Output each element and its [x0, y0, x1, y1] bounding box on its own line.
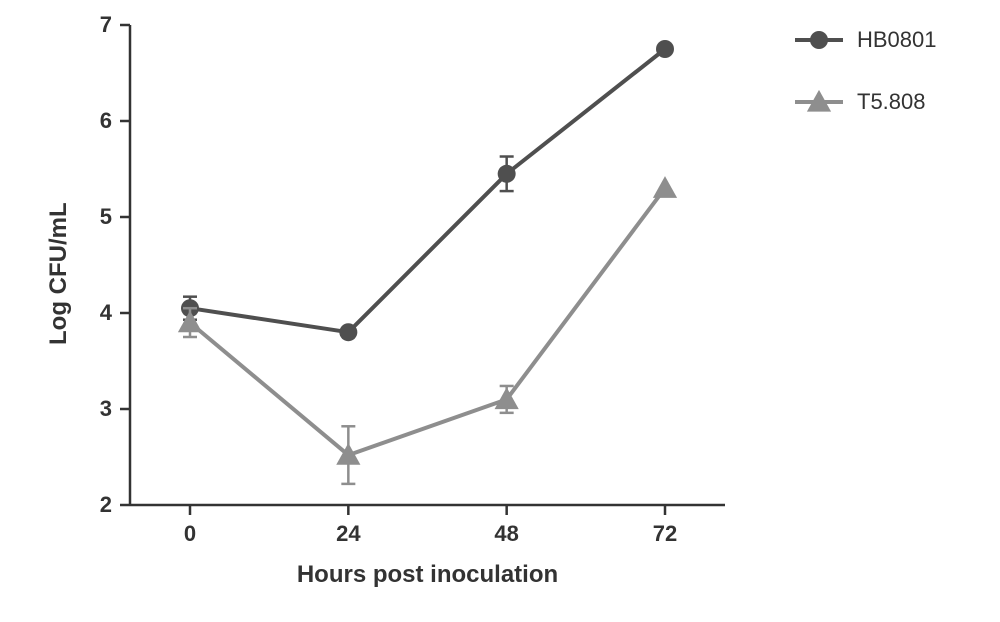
series-HB0801: [181, 40, 674, 341]
y-tick-label: 6: [100, 108, 112, 134]
x-tick-label: 48: [477, 521, 537, 547]
x-tick-label: 0: [160, 521, 220, 547]
legend-label: T5.808: [857, 89, 926, 115]
x-axis-title: Hours post inoculation: [0, 561, 855, 589]
data-marker-circle: [498, 165, 516, 183]
series-line: [190, 188, 665, 455]
y-axis-title: Log CFU/mL: [45, 202, 73, 345]
data-marker-triangle: [653, 176, 677, 198]
data-marker-circle: [656, 40, 674, 58]
y-tick-label: 5: [100, 204, 112, 230]
series-line: [190, 49, 665, 332]
data-marker-circle: [810, 31, 828, 49]
y-tick-label: 7: [100, 12, 112, 38]
data-marker-triangle: [178, 311, 202, 333]
series-T5.808: [178, 176, 677, 484]
data-marker-circle: [339, 323, 357, 341]
x-tick-label: 24: [318, 521, 378, 547]
chart-container: Log CFU/mL Hours post inoculation 2 3 4 5 6 7…: [0, 0, 1000, 622]
legend-label: HB0801: [857, 27, 937, 53]
y-tick-label: 3: [100, 396, 112, 422]
y-tick-label: 4: [100, 300, 112, 326]
x-tick-label: 72: [635, 521, 695, 547]
y-tick-label: 2: [100, 492, 112, 518]
